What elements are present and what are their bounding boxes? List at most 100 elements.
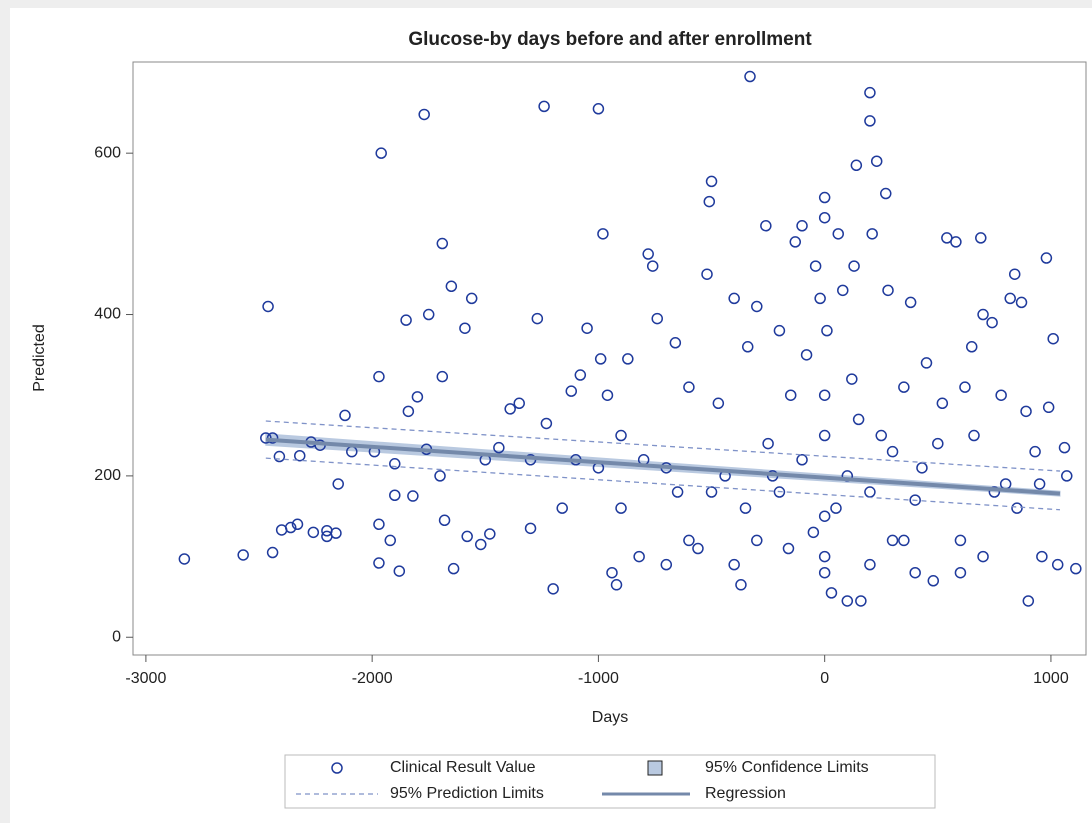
data-point: [866, 228, 878, 240]
data-point: [818, 510, 831, 522]
data-point: [373, 557, 385, 569]
x-tick-label: -1000: [578, 670, 619, 687]
data-point: [809, 260, 822, 272]
data-point: [995, 389, 1007, 401]
data-point: [594, 353, 607, 365]
legend-label: 95% Prediction Limits: [390, 785, 544, 802]
data-point: [642, 248, 654, 260]
y-tick-label: 0: [112, 628, 121, 645]
data-point: [988, 486, 1001, 498]
data-point: [886, 534, 899, 547]
data-point: [1004, 292, 1016, 305]
data-point: [728, 558, 740, 571]
data-point: [950, 236, 962, 248]
data-point: [975, 232, 987, 244]
data-point: [633, 550, 645, 563]
data-point: [493, 441, 505, 454]
data-point: [574, 369, 587, 381]
data-point: [773, 324, 786, 337]
data-point: [846, 373, 858, 385]
data-point: [660, 558, 673, 571]
data-point: [262, 300, 274, 313]
data-point: [936, 397, 949, 410]
data-point: [1051, 558, 1064, 571]
data-point: [818, 191, 831, 204]
data-point: [436, 237, 449, 250]
data-point: [927, 575, 940, 587]
data-point: [1061, 470, 1073, 482]
data-point: [1022, 595, 1035, 607]
data-point: [178, 553, 191, 565]
data-point: [954, 534, 967, 547]
data-point: [373, 370, 385, 383]
data-point: [384, 534, 397, 547]
data-point: [773, 486, 786, 498]
data-point: [237, 549, 249, 561]
data-point: [597, 228, 609, 240]
data-point: [434, 470, 446, 482]
y-tick-label: 600: [94, 144, 121, 161]
data-point: [886, 445, 899, 458]
data-point: [909, 494, 921, 506]
data-point: [1070, 562, 1082, 575]
data-point: [436, 370, 449, 383]
data-point: [1020, 405, 1032, 418]
data-point: [796, 454, 808, 466]
data-point: [739, 502, 752, 514]
data-point: [565, 385, 578, 397]
y-tick-label: 400: [94, 306, 121, 323]
data-point: [959, 381, 971, 393]
legend-marker: [647, 760, 663, 776]
data-point: [701, 268, 713, 280]
data-point: [461, 530, 473, 543]
data-point: [968, 429, 980, 442]
data-point: [852, 413, 865, 426]
data-point: [796, 220, 808, 232]
data-point: [266, 546, 279, 559]
data-point: [864, 86, 876, 99]
x-tick-label: -2000: [352, 670, 393, 687]
data-point: [692, 542, 704, 555]
data-point: [848, 260, 860, 272]
data-point: [965, 341, 978, 353]
data-point: [904, 296, 917, 309]
regression-line: [265, 437, 1061, 496]
data-point: [954, 566, 967, 579]
legend-marker: [331, 762, 343, 774]
data-point: [855, 595, 867, 607]
data-point: [814, 292, 826, 305]
data-point: [875, 429, 887, 442]
data-point: [330, 527, 342, 539]
data-point: [1029, 445, 1041, 458]
data-point: [1058, 441, 1071, 454]
data-point: [531, 312, 544, 325]
legend-frame: [284, 754, 936, 809]
data-point: [1033, 478, 1046, 490]
data-point: [977, 308, 989, 321]
data-point: [445, 280, 458, 293]
data-point: [622, 353, 634, 365]
chart-title: Glucose-by days before and after enrollm…: [408, 29, 812, 50]
data-point: [447, 562, 460, 575]
data-point: [646, 260, 659, 272]
data-point: [850, 159, 863, 172]
data-point: [1015, 296, 1028, 309]
data-point: [438, 514, 451, 527]
data-point: [909, 566, 921, 579]
data-point: [789, 236, 802, 248]
data-point: [864, 115, 876, 127]
data-point: [475, 538, 487, 551]
y-axis-label: Predicted: [31, 324, 48, 392]
data-point: [484, 528, 496, 540]
data-point: [332, 478, 344, 490]
data-point: [1042, 401, 1055, 414]
data-point: [703, 195, 716, 208]
data-point: [705, 486, 718, 498]
data-point: [400, 314, 412, 326]
data-point: [882, 284, 894, 297]
data-point: [818, 429, 831, 442]
data-point: [465, 292, 478, 305]
data-point: [284, 521, 297, 534]
data-point: [818, 389, 831, 401]
data-point: [741, 341, 754, 353]
